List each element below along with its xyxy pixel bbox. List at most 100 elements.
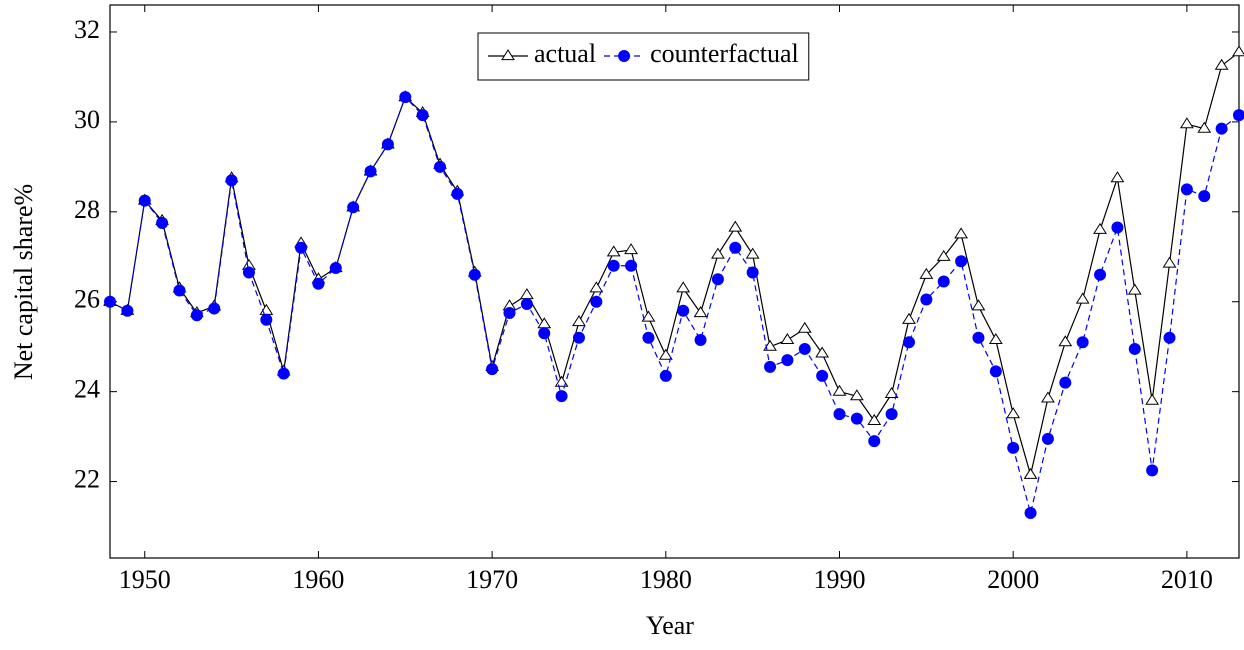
data-point (1127, 283, 1142, 295)
data-point (121, 304, 134, 317)
data-point (173, 284, 186, 297)
data-point (434, 160, 447, 173)
data-point (868, 435, 881, 448)
data-point (659, 369, 672, 382)
data-point (607, 259, 620, 272)
data-point (208, 302, 221, 315)
data-point (399, 91, 412, 104)
x-tick-label: 1990 (814, 565, 866, 594)
data-point (1179, 117, 1194, 129)
data-point (554, 375, 569, 387)
legend-marker (618, 50, 631, 62)
legend-marker (501, 49, 515, 61)
x-axis-label: Year (646, 611, 694, 640)
data-point (728, 220, 743, 232)
legend-box (477, 32, 810, 81)
data-point (729, 241, 742, 254)
data-point (1006, 407, 1021, 419)
data-point (381, 138, 394, 151)
data-point (1145, 393, 1160, 405)
data-point (451, 187, 464, 200)
data-point (555, 390, 568, 403)
data-point (1076, 336, 1089, 349)
data-point (1094, 268, 1107, 281)
x-tick-label: 2010 (1161, 565, 1213, 594)
data-point (538, 327, 551, 340)
data-point (1232, 45, 1244, 57)
x-tick-label: 2000 (987, 565, 1039, 594)
data-point (277, 367, 290, 380)
y-tick-label: 22 (74, 465, 100, 494)
data-point (190, 309, 203, 322)
data-point (676, 281, 691, 293)
data-point (797, 321, 812, 333)
data-point (624, 243, 638, 255)
data-point (780, 333, 795, 345)
data-point (590, 295, 603, 308)
data-point (693, 306, 708, 318)
data-point (156, 217, 169, 230)
x-tick-label: 1980 (640, 565, 692, 594)
y-axis-label: Net capital share% (9, 184, 38, 380)
data-point (1163, 331, 1176, 344)
data-point (781, 354, 794, 367)
data-point (225, 174, 238, 187)
data-point (954, 227, 968, 239)
data-point (416, 109, 429, 122)
data-point (347, 201, 360, 214)
data-point (104, 295, 116, 308)
data-point (641, 310, 656, 322)
data-point (1215, 122, 1228, 135)
data-point (1198, 190, 1211, 203)
x-tick-label: 1970 (466, 565, 518, 594)
data-point (312, 277, 325, 290)
data-point (867, 413, 882, 425)
data-point (503, 306, 516, 319)
data-point (1007, 441, 1020, 454)
series-line (109, 51, 1240, 475)
data-point (1023, 467, 1038, 479)
data-point (642, 331, 655, 344)
series-line (109, 96, 1240, 514)
data-point (988, 333, 1003, 345)
data-point (486, 363, 499, 376)
data-point (677, 304, 690, 317)
data-point (1075, 292, 1090, 304)
data-point (625, 259, 638, 272)
data-point (1041, 391, 1055, 403)
data-point (885, 408, 898, 421)
data-point (468, 268, 481, 281)
data-point (745, 247, 760, 259)
data-point (329, 262, 342, 275)
data-point (519, 288, 534, 300)
data-point (1041, 432, 1054, 445)
data-point (850, 412, 863, 425)
data-point (1233, 109, 1244, 122)
data-point (884, 386, 899, 398)
plot-frame (109, 4, 1240, 559)
data-point (694, 333, 707, 346)
data-point (955, 255, 968, 268)
data-point (1024, 507, 1037, 520)
data-point (816, 369, 829, 382)
data-point (764, 360, 777, 373)
data-point (1214, 58, 1229, 70)
data-point (849, 389, 864, 401)
data-point (138, 194, 151, 207)
data-point (260, 313, 273, 326)
data-point (589, 281, 604, 293)
y-tick-label: 28 (74, 195, 100, 224)
data-point (1180, 183, 1193, 196)
data-point (936, 249, 951, 261)
data-point (572, 315, 586, 327)
data-point (295, 241, 308, 254)
x-tick-label: 1950 (119, 565, 171, 594)
data-point (711, 273, 724, 286)
y-tick-label: 30 (74, 105, 100, 134)
data-point (537, 317, 552, 329)
data-point (919, 267, 934, 279)
data-point (572, 331, 585, 344)
data-point (1197, 121, 1212, 133)
data-point (1111, 221, 1124, 234)
